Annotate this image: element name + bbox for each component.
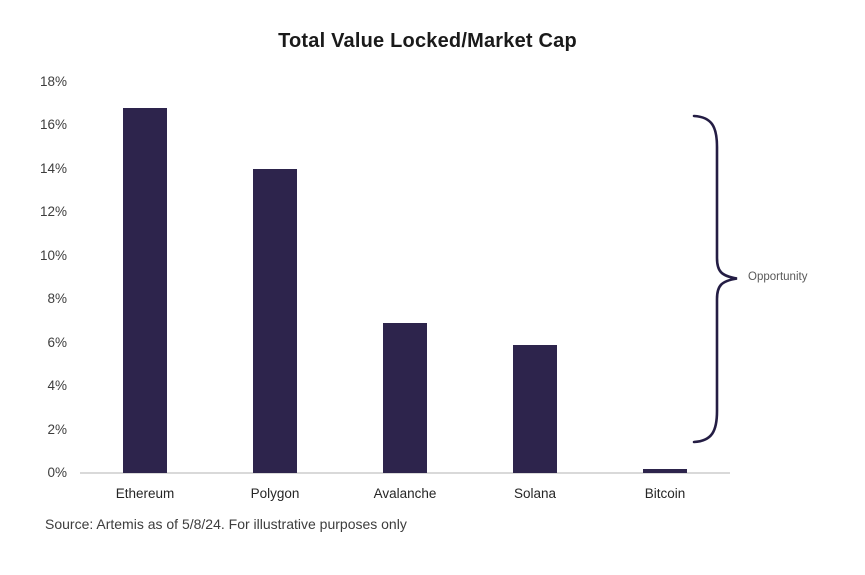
y-tick-label: 4% <box>47 378 67 394</box>
opportunity-label: Opportunity <box>748 271 808 283</box>
category-label-polygon: Polygon <box>250 486 300 501</box>
category-label-solana: Solana <box>513 486 557 501</box>
y-tick-label: 0% <box>47 465 67 480</box>
y-tick-label: 2% <box>47 421 67 437</box>
category-label-avalanche: Avalanche <box>373 486 437 501</box>
y-tick-label: 10% <box>39 247 67 263</box>
bar-ethereum <box>123 108 167 473</box>
source-note: Source: Artemis as of 5/8/24. For illust… <box>45 516 407 532</box>
y-tick-label: 14% <box>39 160 67 176</box>
y-tick-label: 8% <box>47 291 67 307</box>
bar-polygon <box>253 168 297 473</box>
y-tick-label: 18% <box>39 74 67 89</box>
y-tick-label: 12% <box>39 204 67 220</box>
bar-solana <box>513 344 557 473</box>
bar-avalanche <box>383 323 427 473</box>
category-label-ethereum: Ethereum <box>115 486 175 501</box>
chart-title: Total Value Locked/Market Cap <box>278 30 577 52</box>
y-tick-label: 6% <box>47 334 67 350</box>
category-label-bitcoin: Bitcoin <box>644 486 686 501</box>
bar-bitcoin <box>643 468 687 473</box>
x-axis-baseline <box>80 472 730 474</box>
y-tick-label: 16% <box>39 117 67 133</box>
